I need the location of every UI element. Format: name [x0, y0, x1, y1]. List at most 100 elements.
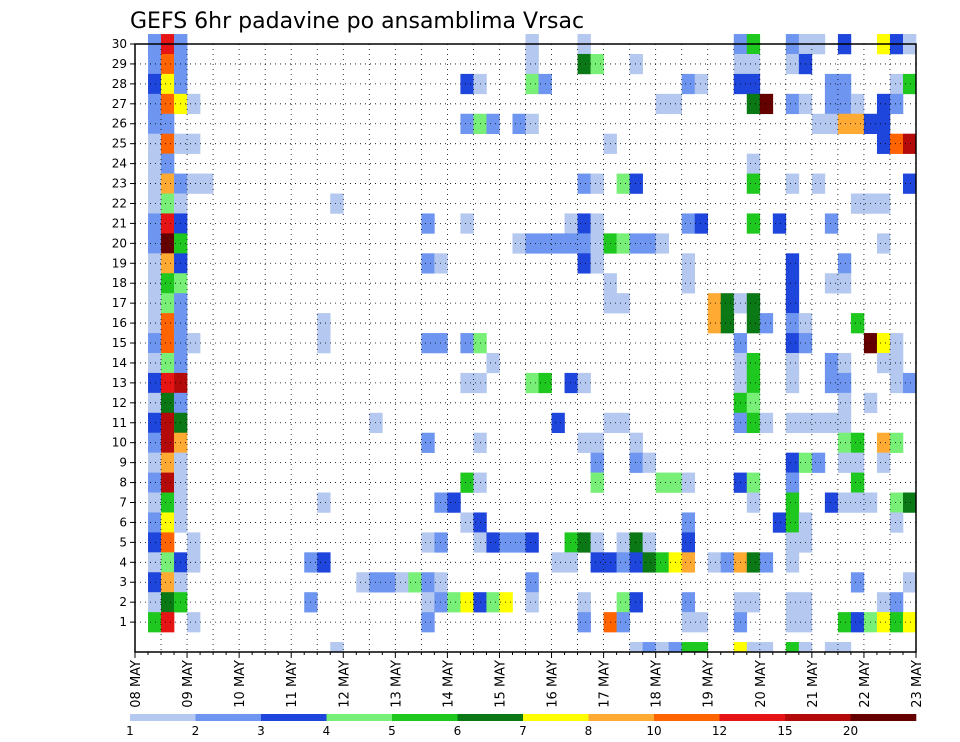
- heatmap-cell: [486, 352, 500, 374]
- legend-swatch: [654, 714, 720, 721]
- heatmap-cell: [785, 293, 800, 314]
- legend-swatch: [457, 714, 524, 721]
- heatmap-cell: [577, 53, 591, 75]
- heatmap-cell: [629, 592, 643, 613]
- y-tick-label: 15: [112, 336, 127, 350]
- heatmap-cell: [564, 372, 578, 394]
- heatmap-cell: [889, 492, 904, 513]
- legend-colorbar: 1 2 3 4 5 6 7 8 10 12 15 20: [126, 714, 917, 738]
- heatmap-cell: [902, 612, 917, 633]
- heatmap-cell: [148, 592, 162, 613]
- heatmap-cell: [876, 333, 891, 354]
- y-tick-label: 1: [119, 615, 127, 629]
- heatmap-cell: [707, 293, 722, 314]
- heatmap-cell: [161, 372, 175, 394]
- heatmap-cell: [564, 233, 578, 254]
- heatmap-cell: [421, 333, 435, 354]
- heatmap-cell: [148, 352, 162, 374]
- y-tick-label: 17: [112, 296, 127, 310]
- heatmap-cell: [460, 512, 474, 533]
- y-tick-label: 11: [112, 416, 127, 430]
- heatmap-cell: [629, 552, 643, 573]
- heatmap-cell: [876, 113, 891, 134]
- heatmap-cell: [681, 552, 696, 573]
- heatmap-cell: [824, 642, 839, 653]
- heatmap-cell: [577, 612, 591, 633]
- heatmap-cell: [707, 552, 722, 573]
- legend-label: 2: [192, 724, 200, 738]
- y-tick-label: 20: [112, 236, 127, 250]
- heatmap-cell: [148, 472, 162, 493]
- y-tick-label: 22: [112, 196, 127, 210]
- heatmap-cell: [720, 552, 735, 573]
- heatmap-cell: [434, 333, 448, 354]
- heatmap-cell: [811, 113, 826, 134]
- y-tick-label: 12: [112, 396, 127, 410]
- y-tick-label: 16: [112, 316, 127, 330]
- heatmap-cell: [642, 233, 656, 254]
- heatmap-cell: [551, 233, 565, 254]
- x-tick-label: 22 MAY: [858, 660, 873, 708]
- heatmap-cell: [746, 93, 761, 115]
- heatmap-cell: [785, 592, 800, 613]
- heatmap-cell: [694, 213, 709, 234]
- heatmap-cell: [148, 612, 162, 633]
- heatmap-cell: [837, 412, 852, 434]
- heatmap-cell: [616, 592, 630, 613]
- heatmap-cell: [187, 93, 201, 115]
- heatmap-cell: [785, 642, 800, 653]
- heatmap-cell: [785, 93, 800, 115]
- x-tick-label: 21 MAY: [806, 660, 821, 708]
- heatmap-cell: [824, 273, 839, 294]
- heatmap-cell: [772, 512, 787, 533]
- heatmap-cell: [876, 452, 891, 473]
- heatmap-cell: [577, 432, 591, 453]
- legend-swatch: [523, 714, 589, 721]
- heatmap-cell: [577, 592, 591, 613]
- heatmap-cell: [421, 612, 435, 633]
- y-tick-label: 19: [112, 256, 127, 270]
- legend-swatch: [785, 714, 851, 721]
- heatmap-cell: [850, 313, 865, 334]
- heatmap-cell: [759, 642, 774, 653]
- heatmap-cell: [889, 333, 904, 354]
- heatmap-cell: [902, 372, 917, 394]
- heatmap-cell: [148, 572, 162, 593]
- legend-label: 6: [454, 724, 462, 738]
- x-tick-label: 12 MAY: [337, 660, 352, 708]
- heatmap-cell: [161, 532, 175, 553]
- heatmap-cell: [733, 642, 748, 653]
- heatmap-cell: [785, 53, 800, 75]
- x-tick-label: 14 MAY: [441, 660, 456, 708]
- heatmap-cell: [837, 492, 852, 513]
- heatmap-cell: [421, 572, 435, 593]
- heatmap-cell: [889, 352, 904, 374]
- heatmap-cell: [824, 352, 839, 374]
- heatmap-cell: [577, 233, 591, 254]
- heatmap-cell: [330, 193, 344, 214]
- heatmap-cell: [681, 512, 696, 533]
- heatmap-cell: [148, 333, 162, 354]
- x-tick-label: 08 MAY: [129, 660, 144, 708]
- heatmap-cell: [642, 552, 656, 573]
- heatmap-cell: [564, 552, 578, 573]
- heatmap-cell: [850, 452, 865, 473]
- heatmap-cell: [161, 412, 175, 434]
- heatmap-cell: [837, 253, 852, 274]
- heatmap-cell: [655, 93, 669, 115]
- y-tick-label: 23: [112, 177, 127, 191]
- heatmap-cell: [889, 73, 904, 95]
- legend-label: 12: [712, 724, 727, 738]
- y-tick-label: 9: [119, 456, 127, 470]
- heatmap-cell: [148, 512, 162, 533]
- heatmap-cell: [902, 572, 917, 593]
- heatmap-cell: [148, 293, 162, 314]
- heatmap-cell: [759, 412, 774, 434]
- heatmap-cell: [421, 253, 435, 274]
- heatmap-cell: [837, 612, 852, 633]
- heatmap-cell: [148, 273, 162, 294]
- heatmap-cell: [837, 352, 852, 374]
- heatmap-cell: [460, 372, 474, 394]
- heatmap-cell: [421, 213, 435, 234]
- legend-swatch: [719, 714, 786, 721]
